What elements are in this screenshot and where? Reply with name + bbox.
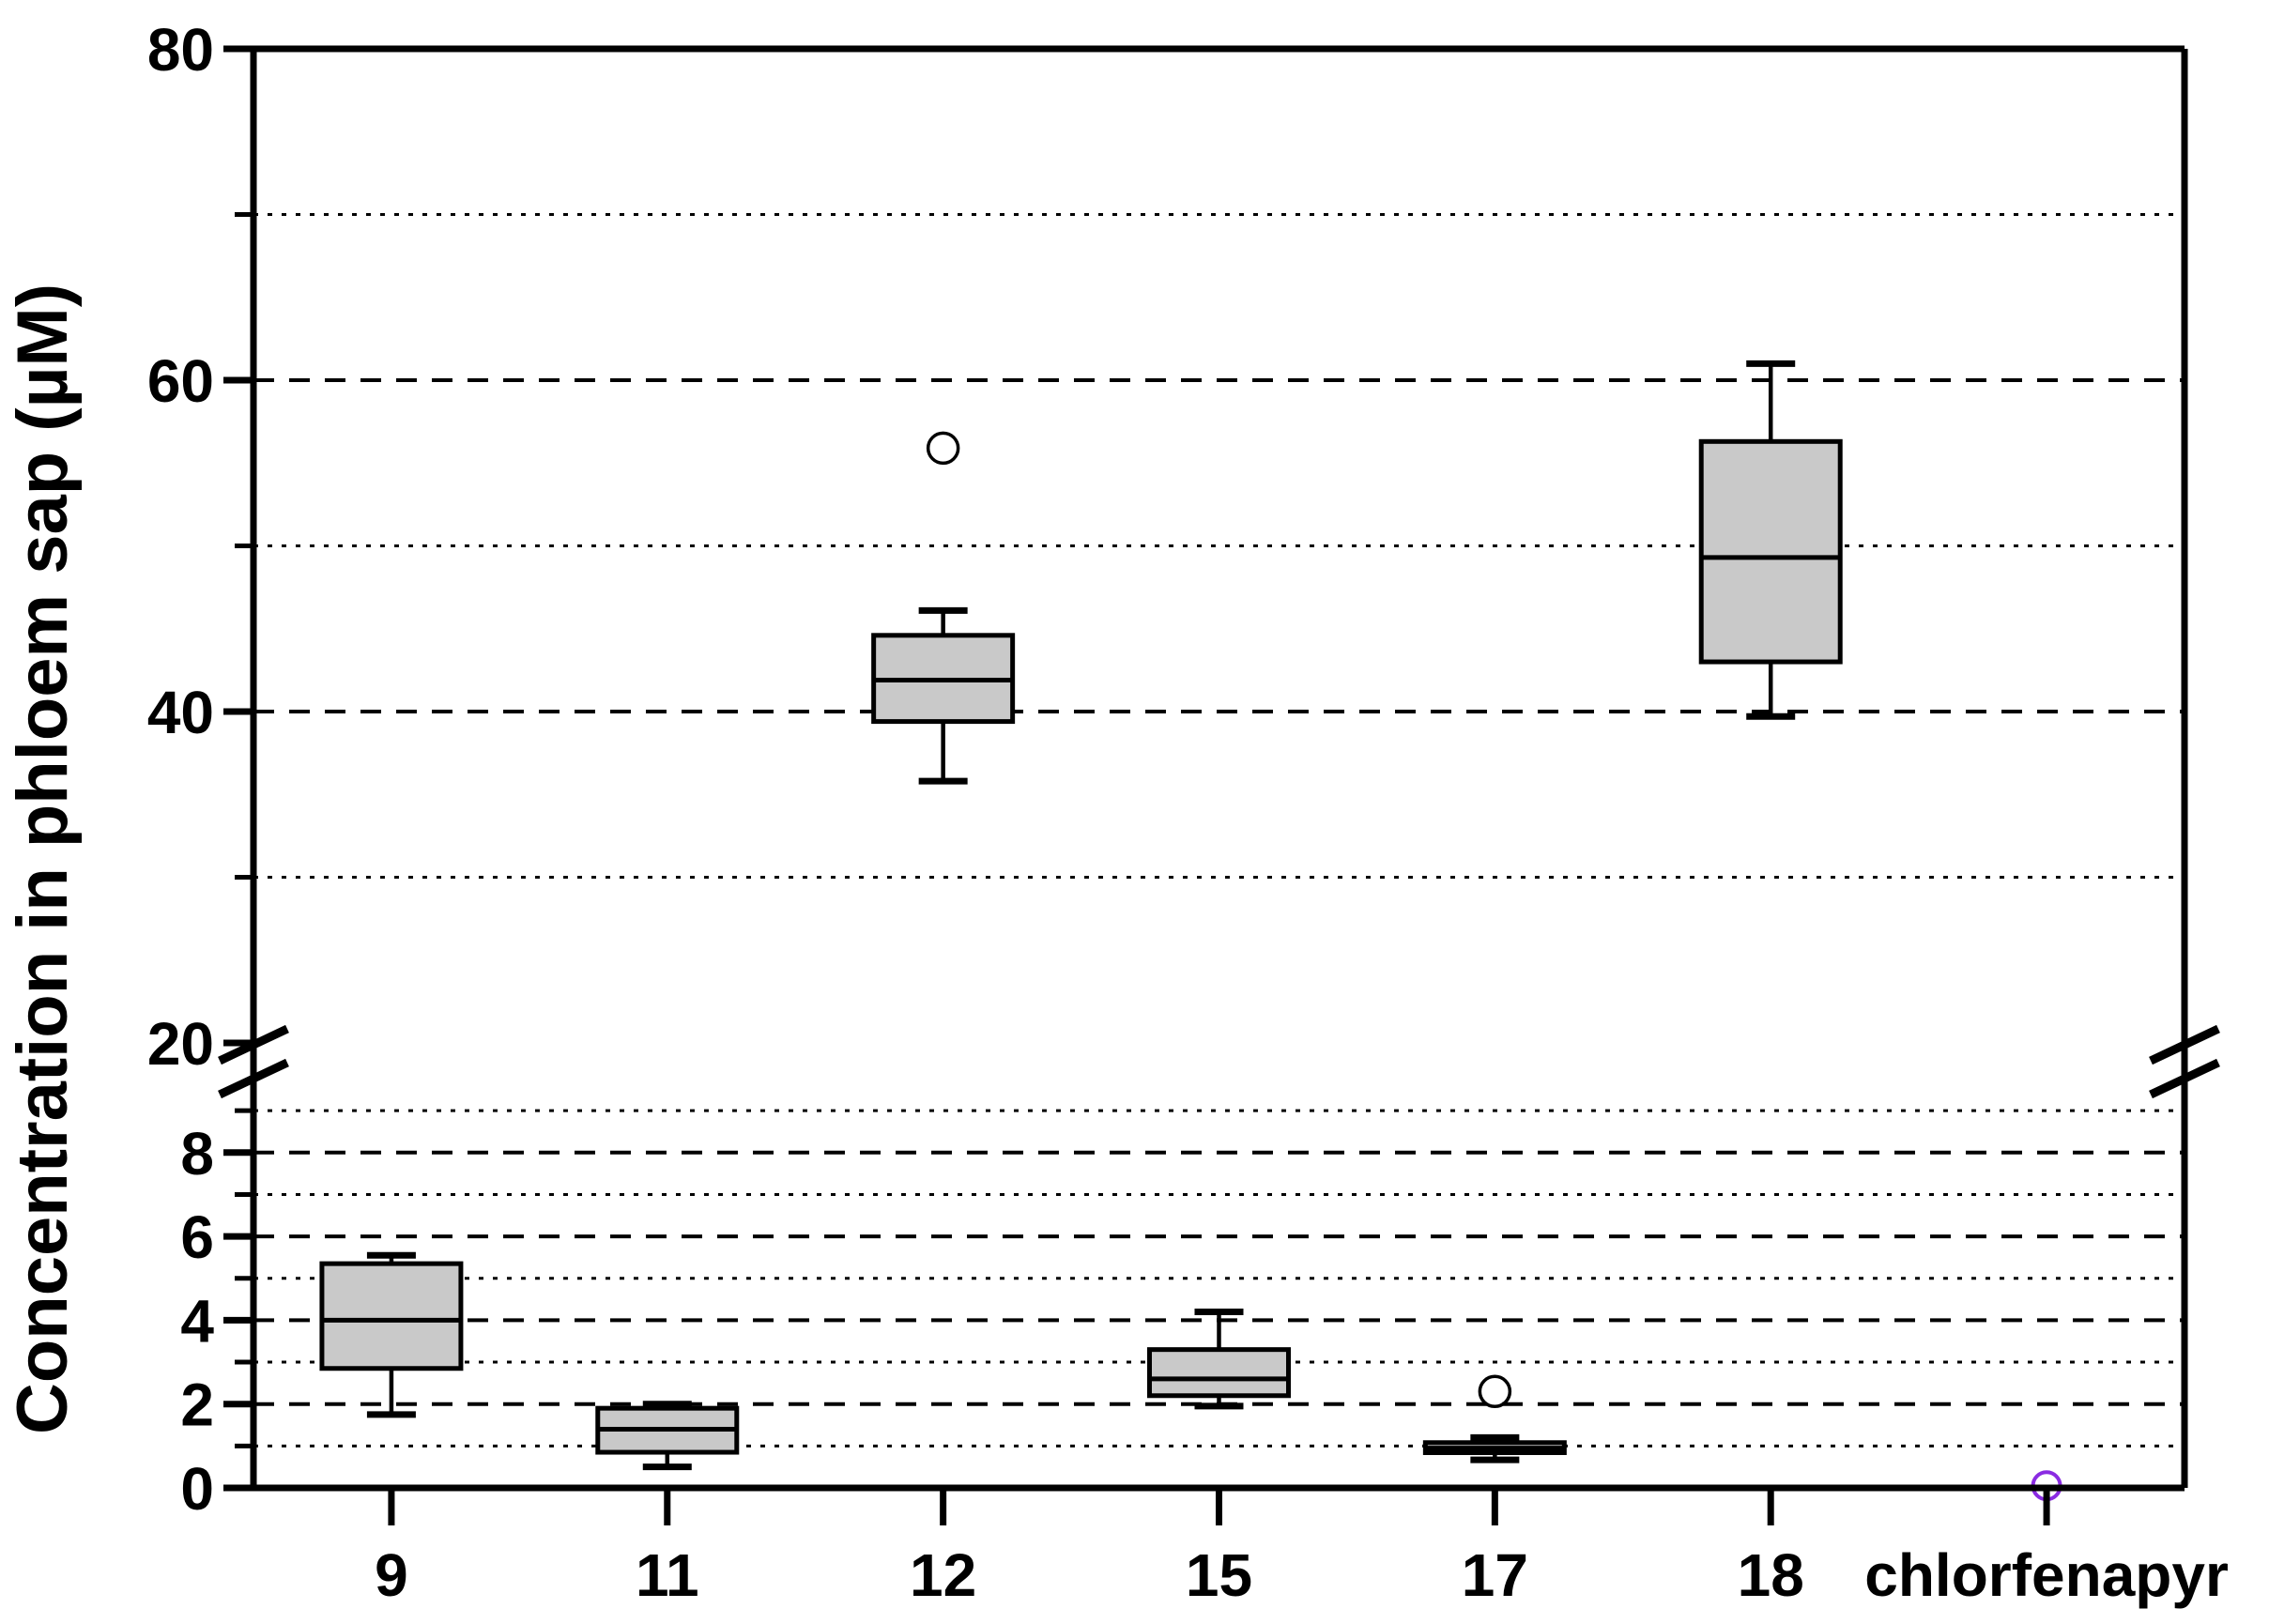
y-tick-label: 2 [180,1371,214,1439]
y-tick-label: 6 [180,1203,214,1271]
x-category-label: 15 [1186,1541,1252,1609]
x-category-label: 9 [375,1541,408,1609]
y-tick-label: 20 [147,1010,214,1078]
y-tick-label: 8 [180,1120,214,1187]
x-category-label: 11 [636,1541,699,1609]
y-axis-title: Concentration in phloem sap (µM) [3,283,83,1435]
y-tick-label: 0 [180,1455,214,1523]
box-iqr [1698,438,1843,665]
axis-break-slash [2149,1024,2220,1065]
outlier-marker [1478,1374,1512,1409]
x-category-label: 17 [1462,1541,1528,1609]
box-iqr [1147,1347,1291,1399]
outlier-marker [926,431,960,466]
x-category-label: chlorfenapyr [1864,1541,2229,1609]
box-iqr [319,1261,464,1371]
x-category-label: 12 [910,1541,976,1609]
y-tick-label: 4 [180,1287,214,1355]
x-category-label: 18 [1738,1541,1804,1609]
axis-break-slash [2149,1058,2220,1099]
y-tick-label: 60 [147,347,214,415]
axis-break-slash [218,1058,289,1099]
y-tick-label: 40 [147,679,214,746]
y-tick-label: 80 [147,16,214,84]
